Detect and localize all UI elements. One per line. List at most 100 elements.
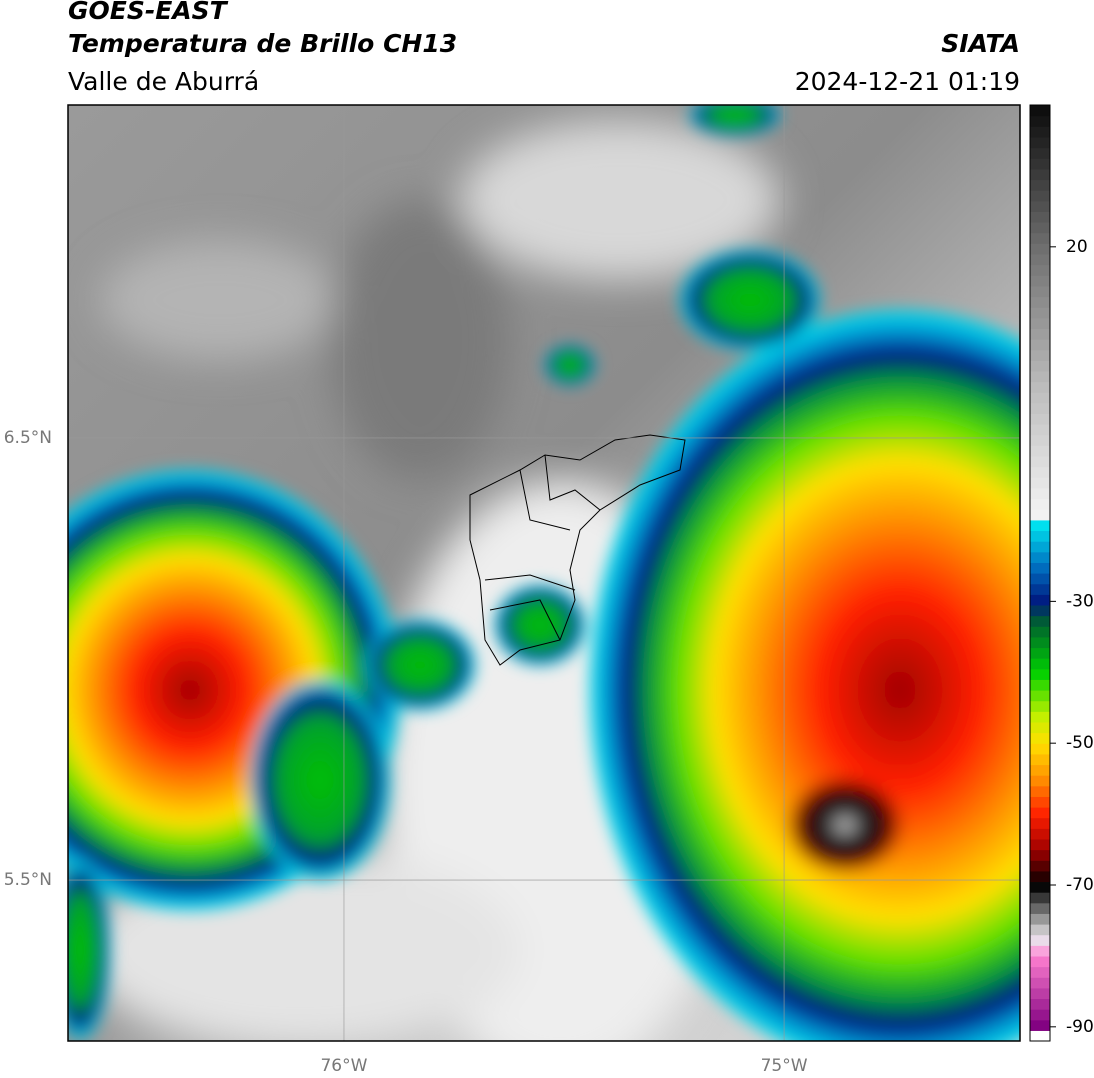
colorbar-step (1030, 147, 1050, 159)
colorbar-step (1030, 658, 1050, 670)
colorbar-step (1030, 466, 1050, 478)
colorbar-step (1030, 987, 1050, 1000)
colorbar-frame (1029, 104, 1051, 1042)
colorbar-step (1030, 232, 1050, 244)
colorbar-step (1030, 615, 1050, 627)
colorbar-step (1030, 679, 1050, 691)
colorbar-tick-label: -70 (1066, 875, 1094, 895)
colorbar-step (1030, 977, 1050, 989)
colorbar-step (1030, 296, 1050, 308)
colorbar-step (1030, 775, 1050, 787)
colorbar-step (1030, 349, 1050, 361)
colorbar-step (1030, 711, 1050, 723)
colorbar-step (1030, 168, 1050, 181)
colorbar-step (1030, 307, 1050, 319)
colorbar-step (1030, 924, 1050, 936)
colorbar-step (1030, 456, 1050, 468)
colorbar-step (1030, 285, 1050, 298)
colorbar-step (1030, 626, 1050, 638)
colorbar-step (1030, 541, 1050, 553)
municipal-boundaries (469, 434, 686, 666)
colorbar-step (1030, 445, 1050, 457)
colorbar-step (1030, 519, 1050, 532)
colorbar-step (1030, 594, 1050, 606)
lat-tick-label: 5.5°N (4, 870, 52, 890)
colorbar-step (1030, 807, 1050, 819)
colorbar-tick-label: 20 (1066, 237, 1088, 257)
colorbar-step (1030, 264, 1050, 276)
colorbar-step (1030, 136, 1050, 149)
colorbar-step (1030, 190, 1050, 202)
colorbar-step (1030, 253, 1050, 266)
colorbar-step (1030, 721, 1050, 734)
timestamp: 2024-12-21 01:19 (795, 67, 1020, 96)
title: GOES-EAST (68, 0, 229, 25)
colorbar-step (1030, 381, 1050, 393)
colorbar-step (1030, 828, 1050, 840)
colorbar-step (1030, 668, 1050, 680)
region: Valle de Aburrá (68, 67, 259, 96)
colorbar-step (1030, 370, 1050, 383)
colorbar-step (1030, 179, 1050, 191)
colorbar-step (1030, 583, 1050, 595)
colorbar-step (1030, 700, 1050, 712)
colorbar-step (1030, 934, 1050, 946)
colorbar-step (1030, 105, 1050, 117)
colorbar-step (1030, 764, 1050, 776)
source: SIATA (941, 29, 1020, 58)
colorbar-step (1030, 509, 1050, 521)
map-frame (67, 104, 1021, 1042)
colorbar-step (1030, 753, 1050, 766)
colorbar-step (1030, 1019, 1050, 1031)
satellite-image (68, 105, 1020, 1041)
colorbar-step (1030, 126, 1050, 138)
colorbar-step (1030, 158, 1050, 170)
colorbar-step (1030, 743, 1050, 755)
colorbar-tick-label: -30 (1066, 591, 1094, 611)
colorbar-step (1030, 498, 1050, 510)
colorbar-step (1030, 392, 1050, 404)
colorbar-step (1030, 892, 1050, 904)
colorbar-step (1030, 817, 1050, 829)
colorbar-step (1030, 424, 1050, 436)
colorbar-step (1030, 913, 1050, 925)
colorbar-step (1030, 902, 1050, 914)
colorbar-step (1030, 849, 1050, 861)
colorbar-step (1030, 530, 1050, 542)
colorbar-step (1030, 796, 1050, 808)
colorbar-step (1030, 551, 1050, 563)
colorbar-step (1030, 604, 1050, 617)
colorbar-step (1030, 487, 1050, 500)
colorbar-step (1030, 838, 1050, 851)
colorbar-step (1030, 477, 1050, 489)
colorbar-step (1030, 881, 1050, 893)
colorbar-step (1030, 243, 1050, 255)
lat-tick-label: 6.5°N (4, 428, 52, 448)
colorbar-step (1030, 211, 1050, 223)
grid (68, 105, 1020, 1041)
colorbar-step (1030, 434, 1050, 446)
colorbar-step (1030, 360, 1050, 372)
lon-tick-label: 76°W (320, 1056, 367, 1076)
subtitle: Temperatura de Brillo CH13 (68, 29, 457, 58)
colorbar-tick-label: -90 (1066, 1017, 1094, 1037)
colorbar-step (1030, 1009, 1050, 1021)
colorbar-step (1030, 317, 1050, 329)
colorbar-step (1030, 562, 1050, 574)
colorbar-step (1030, 785, 1050, 797)
colorbar-step (1030, 402, 1050, 415)
colorbar (1030, 105, 1050, 1042)
colorbar-step (1030, 328, 1050, 340)
colorbar-step (1030, 966, 1050, 978)
colorbar-step (1030, 732, 1050, 744)
colorbar-step (1030, 573, 1050, 585)
colorbar-step (1030, 998, 1050, 1010)
colorbar-step (1030, 636, 1050, 649)
colorbar-step (1030, 945, 1050, 957)
colorbar-step (1030, 860, 1050, 872)
colorbar-step (1030, 339, 1050, 351)
colorbar-step (1030, 222, 1050, 234)
colorbar-step (1030, 413, 1050, 425)
colorbar-step (1030, 955, 1050, 968)
